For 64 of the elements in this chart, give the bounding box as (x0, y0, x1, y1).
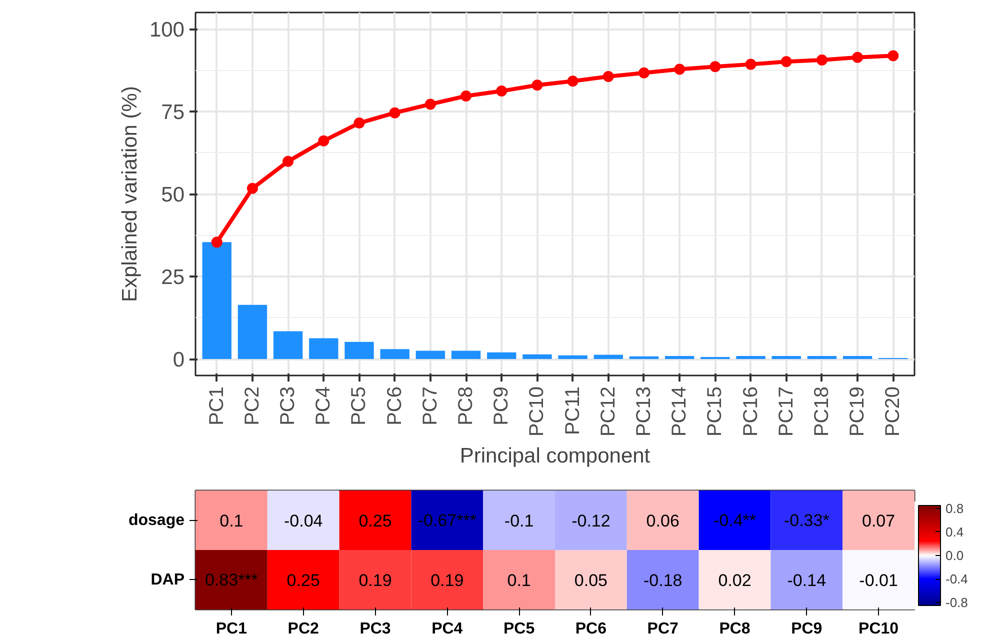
x-tick-label: PC3 (360, 620, 391, 638)
color-bar-label: 0.8 (946, 500, 964, 516)
data-label: 0.06 (646, 511, 680, 530)
y-tick-label: 100 (149, 18, 185, 42)
data-label: -0.01 (859, 570, 898, 590)
data-label: -0.18 (643, 570, 682, 590)
x-tick-label: PC3 (277, 386, 300, 426)
color-bar-label: 0.4 (946, 524, 964, 540)
x-tick-label: PC16 (740, 386, 762, 437)
data-label: -0.4** (713, 510, 756, 530)
y-tick-label: 75 (161, 101, 184, 124)
y-tick-label: 50 (161, 184, 184, 206)
data-label: 0.1 (507, 570, 531, 590)
data-label: -0.1 (504, 511, 534, 530)
x-tick-label: PC2 (288, 620, 320, 638)
x-tick-label: PC2 (241, 386, 264, 426)
x-tick-label: PC4 (312, 386, 335, 426)
x-tick-label: PC6 (384, 386, 406, 426)
data-label: -0.04 (284, 511, 323, 530)
x-tick-label: PC4 (432, 620, 463, 638)
x-tick-label: PC10 (526, 386, 548, 437)
x-tick-label: PC9 (490, 386, 513, 426)
y-axis-title: Explained variation (%) (118, 86, 142, 302)
x-tick-label: PC8 (455, 386, 478, 426)
x-tick-label: PC1 (206, 386, 228, 426)
y-tick-label: DAP (150, 571, 185, 588)
data-label: 0.1 (220, 511, 244, 530)
data-label: 0.19 (358, 570, 392, 590)
data-label: -0.67*** (418, 510, 477, 530)
x-tick-label: PC1 (216, 620, 248, 638)
data-label: 0.05 (574, 570, 608, 590)
x-tick-label: PC18 (810, 386, 833, 437)
x-tick-label: PC15 (704, 386, 726, 437)
data-label: 0.83*** (204, 570, 258, 590)
x-tick-label: PC6 (575, 620, 607, 638)
x-tick-label: PC14 (668, 386, 691, 437)
x-tick-label: PC7 (419, 386, 442, 426)
data-label: -0.14 (787, 570, 826, 590)
x-tick-label: PC9 (791, 620, 822, 638)
color-bar-label: -0.4 (946, 572, 968, 587)
y-tick-label: dosage (128, 512, 185, 529)
x-axis-title: Principal component (460, 444, 650, 468)
x-tick-label: PC20 (882, 386, 904, 437)
x-tick-label: PC17 (775, 386, 798, 437)
data-label: -0.12 (572, 511, 610, 530)
data-label: 0.25 (286, 570, 320, 590)
data-label: 0.02 (718, 570, 752, 590)
x-tick-label: PC12 (597, 386, 620, 437)
x-tick-label: PC5 (503, 620, 535, 638)
data-label: 0.07 (862, 511, 896, 530)
data-label: 0.19 (430, 570, 464, 590)
x-tick-label: PC7 (647, 620, 679, 638)
x-tick-label: PC11 (562, 386, 584, 436)
x-tick-label: PC10 (858, 620, 899, 638)
color-bar-label: 0.0 (946, 548, 964, 563)
x-tick-label: PC8 (719, 620, 750, 638)
color-bar-label: -0.8 (946, 595, 968, 610)
y-tick-label: 25 (161, 266, 184, 289)
x-tick-label: PC19 (846, 386, 869, 437)
x-tick-label: PC13 (632, 386, 655, 437)
x-tick-label: PC5 (348, 386, 370, 426)
y-tick-label: 0 (172, 348, 185, 372)
data-label: 0.25 (358, 511, 392, 530)
data-label: -0.33* (784, 510, 830, 530)
